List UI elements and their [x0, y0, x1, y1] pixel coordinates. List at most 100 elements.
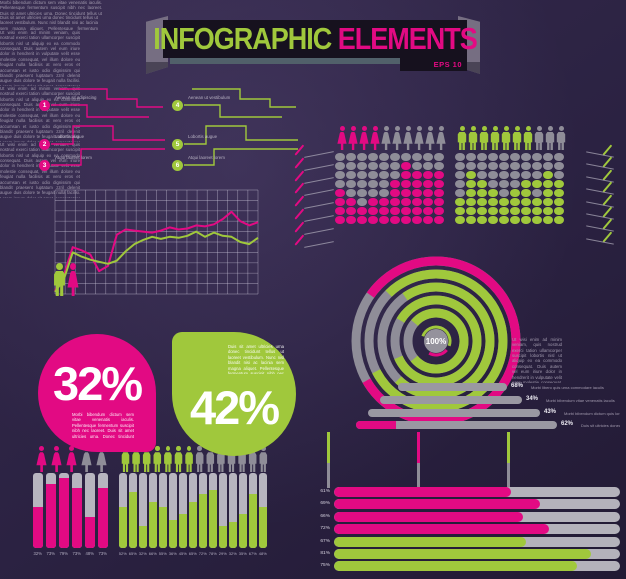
horizontal-bar — [334, 561, 620, 572]
matrix-dot — [521, 216, 531, 224]
vertical-bar — [129, 473, 137, 548]
timeline-step-label: Aenean sit adipiscing — [55, 95, 97, 100]
person-head — [427, 126, 433, 132]
matrix-dot — [499, 153, 509, 161]
vertical-bar-label: 79% — [59, 551, 68, 556]
matrix-dot — [412, 189, 422, 197]
vertical-bar-label: 35% — [238, 551, 247, 556]
matrix-dot — [477, 216, 487, 224]
person-head — [165, 446, 171, 452]
matrix-dot — [543, 180, 553, 188]
matrix-dot — [357, 180, 367, 188]
person-head — [514, 126, 520, 132]
male-person-icon — [545, 126, 555, 150]
circle-unwrap-bar — [398, 383, 507, 391]
vertical-bar-label: 52% — [118, 551, 127, 556]
matrix-dot — [543, 171, 553, 179]
matrix-dot — [335, 198, 345, 206]
matrix-dot — [499, 198, 509, 206]
person-body — [121, 452, 130, 472]
matrix-dot — [554, 216, 564, 224]
matrix-dot — [401, 198, 411, 206]
circle-bar-percent: 43% — [544, 409, 557, 415]
matrix-dot — [346, 153, 356, 161]
horizontal-bar — [334, 511, 620, 522]
matrix-dot — [477, 207, 487, 215]
matrix-dot — [346, 189, 356, 197]
female-person-icon — [337, 126, 347, 150]
female-person-icon — [414, 126, 424, 150]
person-head — [261, 446, 266, 452]
matrix-dot — [412, 207, 422, 215]
matrix-dot — [499, 207, 509, 215]
matrix-dot — [368, 153, 378, 161]
person-head — [416, 126, 422, 132]
vertical-bar — [159, 473, 167, 548]
matrix-dot — [499, 180, 509, 188]
person-body — [195, 452, 204, 472]
matrix-dot — [368, 216, 378, 224]
horizontal-bar — [334, 524, 620, 535]
male-person-icon — [53, 263, 66, 296]
vertical-bar-label: 32% — [138, 551, 147, 556]
horizontal-bar-label: 69% — [320, 501, 330, 507]
bubble-pink-value: 32 — [52, 357, 103, 410]
vertical-bar-label: 32% — [228, 551, 237, 556]
person-head — [525, 126, 531, 132]
matrix-dot — [401, 189, 411, 197]
person-body — [414, 131, 424, 150]
vertical-bar-label: 67% — [248, 551, 257, 556]
circle-unwrap-bar — [356, 421, 557, 429]
horizontal-bar-label: 81% — [320, 551, 330, 556]
matrix-dot — [401, 180, 411, 188]
matrix-dot — [455, 216, 465, 224]
matrix-dot — [379, 180, 389, 188]
person-body — [545, 131, 555, 150]
male-person-icon — [479, 126, 489, 150]
vertical-bar-label: 55% — [158, 551, 167, 556]
matrix-dot — [346, 171, 356, 179]
horizontal-bar — [334, 487, 620, 497]
vertical-bar — [85, 473, 95, 548]
matrix-dot — [335, 171, 345, 179]
vertical-bar-fill — [98, 488, 108, 548]
person-head — [492, 126, 498, 132]
speech-bubble-pink: 32% Morbi bibendum dictum sem vitae vene… — [38, 334, 156, 452]
fan-line — [304, 215, 334, 222]
matrix-dot — [379, 153, 389, 161]
matrix-dot — [488, 153, 498, 161]
matrix-dot — [466, 207, 476, 215]
male-person-icon — [153, 446, 162, 472]
matrix-dot — [543, 153, 553, 161]
vertical-bar — [209, 473, 217, 548]
female-person-icon — [348, 126, 358, 150]
matrix-dot — [412, 162, 422, 170]
female-person-icon — [66, 446, 77, 472]
person-body — [490, 131, 500, 150]
person-head — [176, 446, 181, 452]
vertical-bar — [72, 473, 82, 548]
banner-ribbon — [170, 58, 400, 64]
matrix-dot — [466, 180, 476, 188]
svg-text:100%: 100% — [426, 337, 446, 346]
person-head — [155, 446, 160, 452]
matrix-dot — [455, 189, 465, 197]
matrix-dot — [521, 171, 531, 179]
vertical-bar — [249, 473, 257, 548]
matrix-dot — [488, 171, 498, 179]
male-person-icon — [185, 446, 194, 472]
vertical-bar-fill — [169, 519, 177, 548]
male-person-icon — [512, 126, 522, 150]
line-chart — [54, 189, 259, 295]
person-head — [350, 126, 356, 132]
matrix-dot — [346, 216, 356, 224]
matrix-dot — [554, 198, 564, 206]
matrix-dot — [357, 207, 367, 215]
person-head — [558, 126, 564, 132]
vertical-bar — [149, 473, 157, 548]
matrix-dot — [543, 216, 553, 224]
timeline-step-number: 2 — [39, 138, 50, 150]
vertical-bar-fill — [129, 491, 137, 548]
matrix-dot — [434, 207, 444, 215]
matrix-dot — [466, 216, 476, 224]
